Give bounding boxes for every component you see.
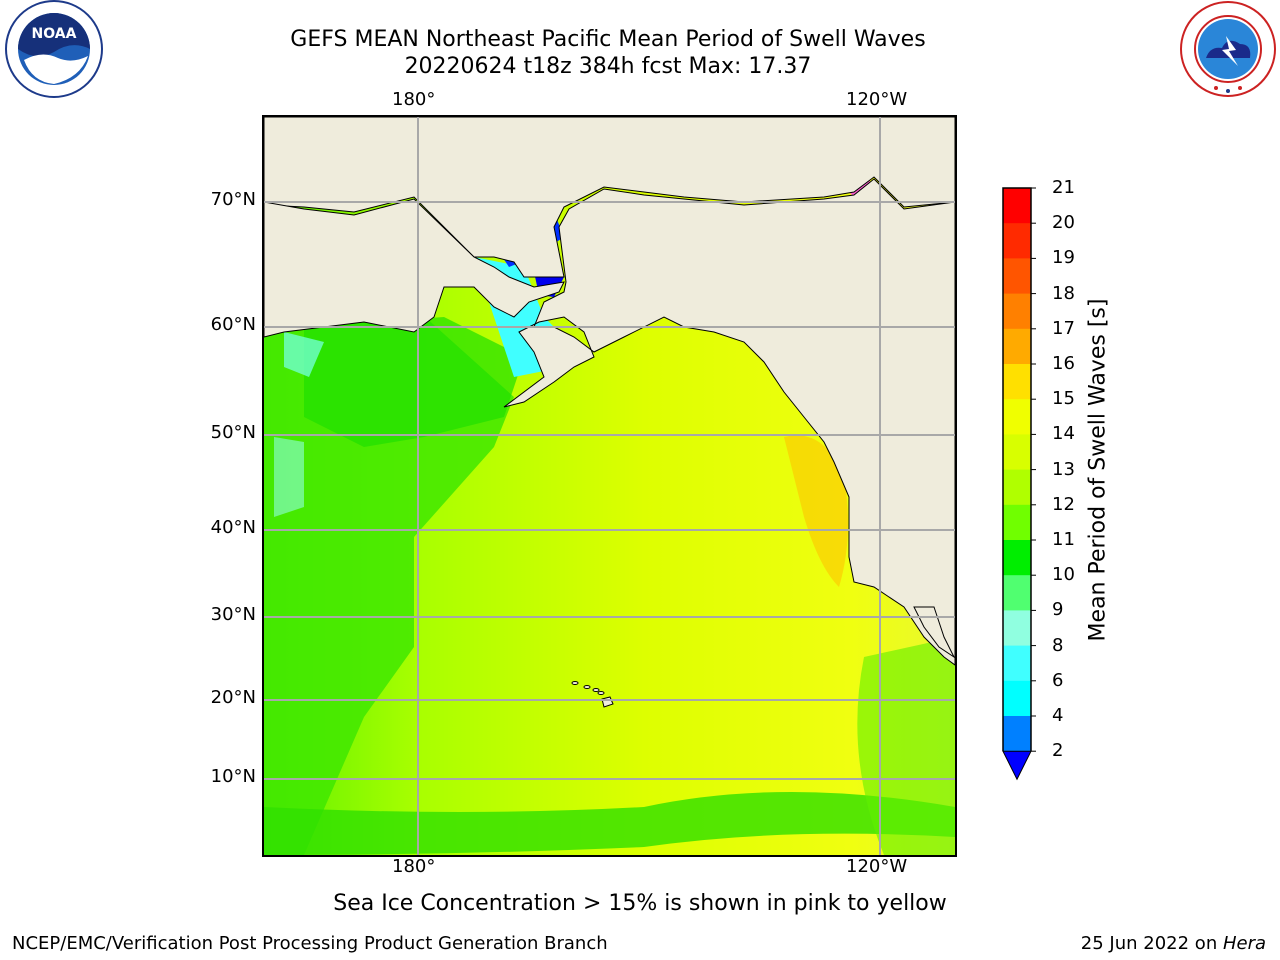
chart-subtitle: 20220624 t18z 384h fcst Max: 17.37: [404, 54, 812, 79]
hawaii-islands: [571, 681, 614, 708]
colorbar-segment: [1003, 540, 1031, 576]
land-baja: [913, 606, 956, 659]
colorbar-tick-label: 4: [1052, 705, 1064, 726]
lat-label-60n: 60°N: [210, 314, 256, 335]
colorbar-title: Mean Period of Swell Waves [s]: [1085, 298, 1111, 642]
colorbar-segment: [1003, 188, 1031, 224]
swell-orange-coast: [784, 435, 848, 587]
colorbar-tick-label: 21: [1052, 177, 1075, 198]
colorbar-segment: [1003, 364, 1031, 400]
footer-machine: Hera: [1222, 933, 1266, 954]
colorbar-tick-label: 8: [1052, 634, 1064, 656]
colorbar-segment: [1003, 293, 1031, 330]
graticule: [264, 117, 955, 855]
colorbar-segment: [1003, 434, 1031, 471]
sea-ice-footnote: Sea Ice Concentration > 15% is shown in …: [333, 891, 947, 916]
colorbar-tick-label: 19: [1052, 247, 1075, 269]
colorbar-segment: [1003, 399, 1031, 435]
lat-label-20n: 20°N: [210, 687, 256, 708]
colorbar-tick-label: 17: [1052, 317, 1075, 339]
swell-cyan-west: [284, 332, 324, 377]
map-panel: [262, 115, 957, 857]
colorbar-tick-label: 20: [1052, 212, 1075, 234]
colorbar-tick-label: 9: [1052, 599, 1064, 621]
chart-title: GEFS MEAN Northeast Pacific Mean Period …: [290, 27, 926, 52]
swell-cyan-patch: [274, 437, 304, 517]
lon-label-120w-top: 120°W: [846, 89, 908, 110]
colorbar-segment: [1003, 504, 1031, 541]
colorbar-tick-label: 2: [1052, 740, 1064, 762]
colorbar-tick-label: 10: [1052, 564, 1075, 586]
swell-green-south: [264, 792, 955, 855]
lon-label-120w-bottom: 120°W: [846, 856, 908, 877]
colorbar-tick-label: 11: [1052, 529, 1075, 550]
lon-label-180-top: 180°: [392, 89, 436, 110]
lat-label-30n: 30°N: [210, 604, 256, 625]
colorbar-segment: [1003, 645, 1031, 682]
footer-credit: NCEP/EMC/Verification Post Processing Pr…: [12, 933, 608, 954]
lat-label-50n: 50°N: [210, 422, 256, 443]
noaa-logo-text: NOAA: [32, 26, 77, 42]
map-svg: [263, 116, 956, 855]
colorbar-segment: [1003, 610, 1031, 647]
land-chukotka: [263, 117, 565, 338]
swell-green-northwest: [304, 317, 524, 447]
colorbar-tick-label: 13: [1052, 458, 1075, 480]
footer-date: 25 Jun 2022 on Hera: [1081, 933, 1266, 955]
swell-green-southeast: [857, 637, 955, 855]
footer-date-text: 25 Jun 2022 on: [1080, 933, 1223, 954]
colorbar-segment: [1003, 223, 1031, 259]
lon-label-180-bottom: 180°: [392, 856, 436, 877]
colorbar-tick-label: 12: [1052, 493, 1075, 515]
colorbar-tick-label: 16: [1052, 353, 1075, 374]
colorbar-segment: [1003, 469, 1031, 506]
lat-label-10n: 10°N: [210, 766, 256, 787]
colorbar-segment: [1003, 716, 1031, 752]
colorbar-extend-triangle: [1002, 750, 1032, 781]
lat-label-70n: 70°N: [210, 189, 256, 210]
swell-green-west: [264, 307, 514, 855]
noaa-logo: NOAA: [5, 0, 103, 98]
nws-logo: [1180, 1, 1276, 97]
colorbar-segment: [1003, 575, 1031, 611]
colorbar: [1002, 187, 1036, 781]
lat-label-40n: 40°N: [210, 517, 256, 538]
colorbar-tick-label: 6: [1052, 669, 1064, 691]
colorbar-segment: [1003, 680, 1031, 717]
colorbar-tick-label: 18: [1052, 282, 1075, 304]
colorbar-segment: [1003, 328, 1031, 365]
colorbar-segment: [1003, 258, 1031, 295]
colorbar-tick-label: 14: [1052, 423, 1075, 445]
colorbar-tick-label: 15: [1052, 388, 1075, 410]
